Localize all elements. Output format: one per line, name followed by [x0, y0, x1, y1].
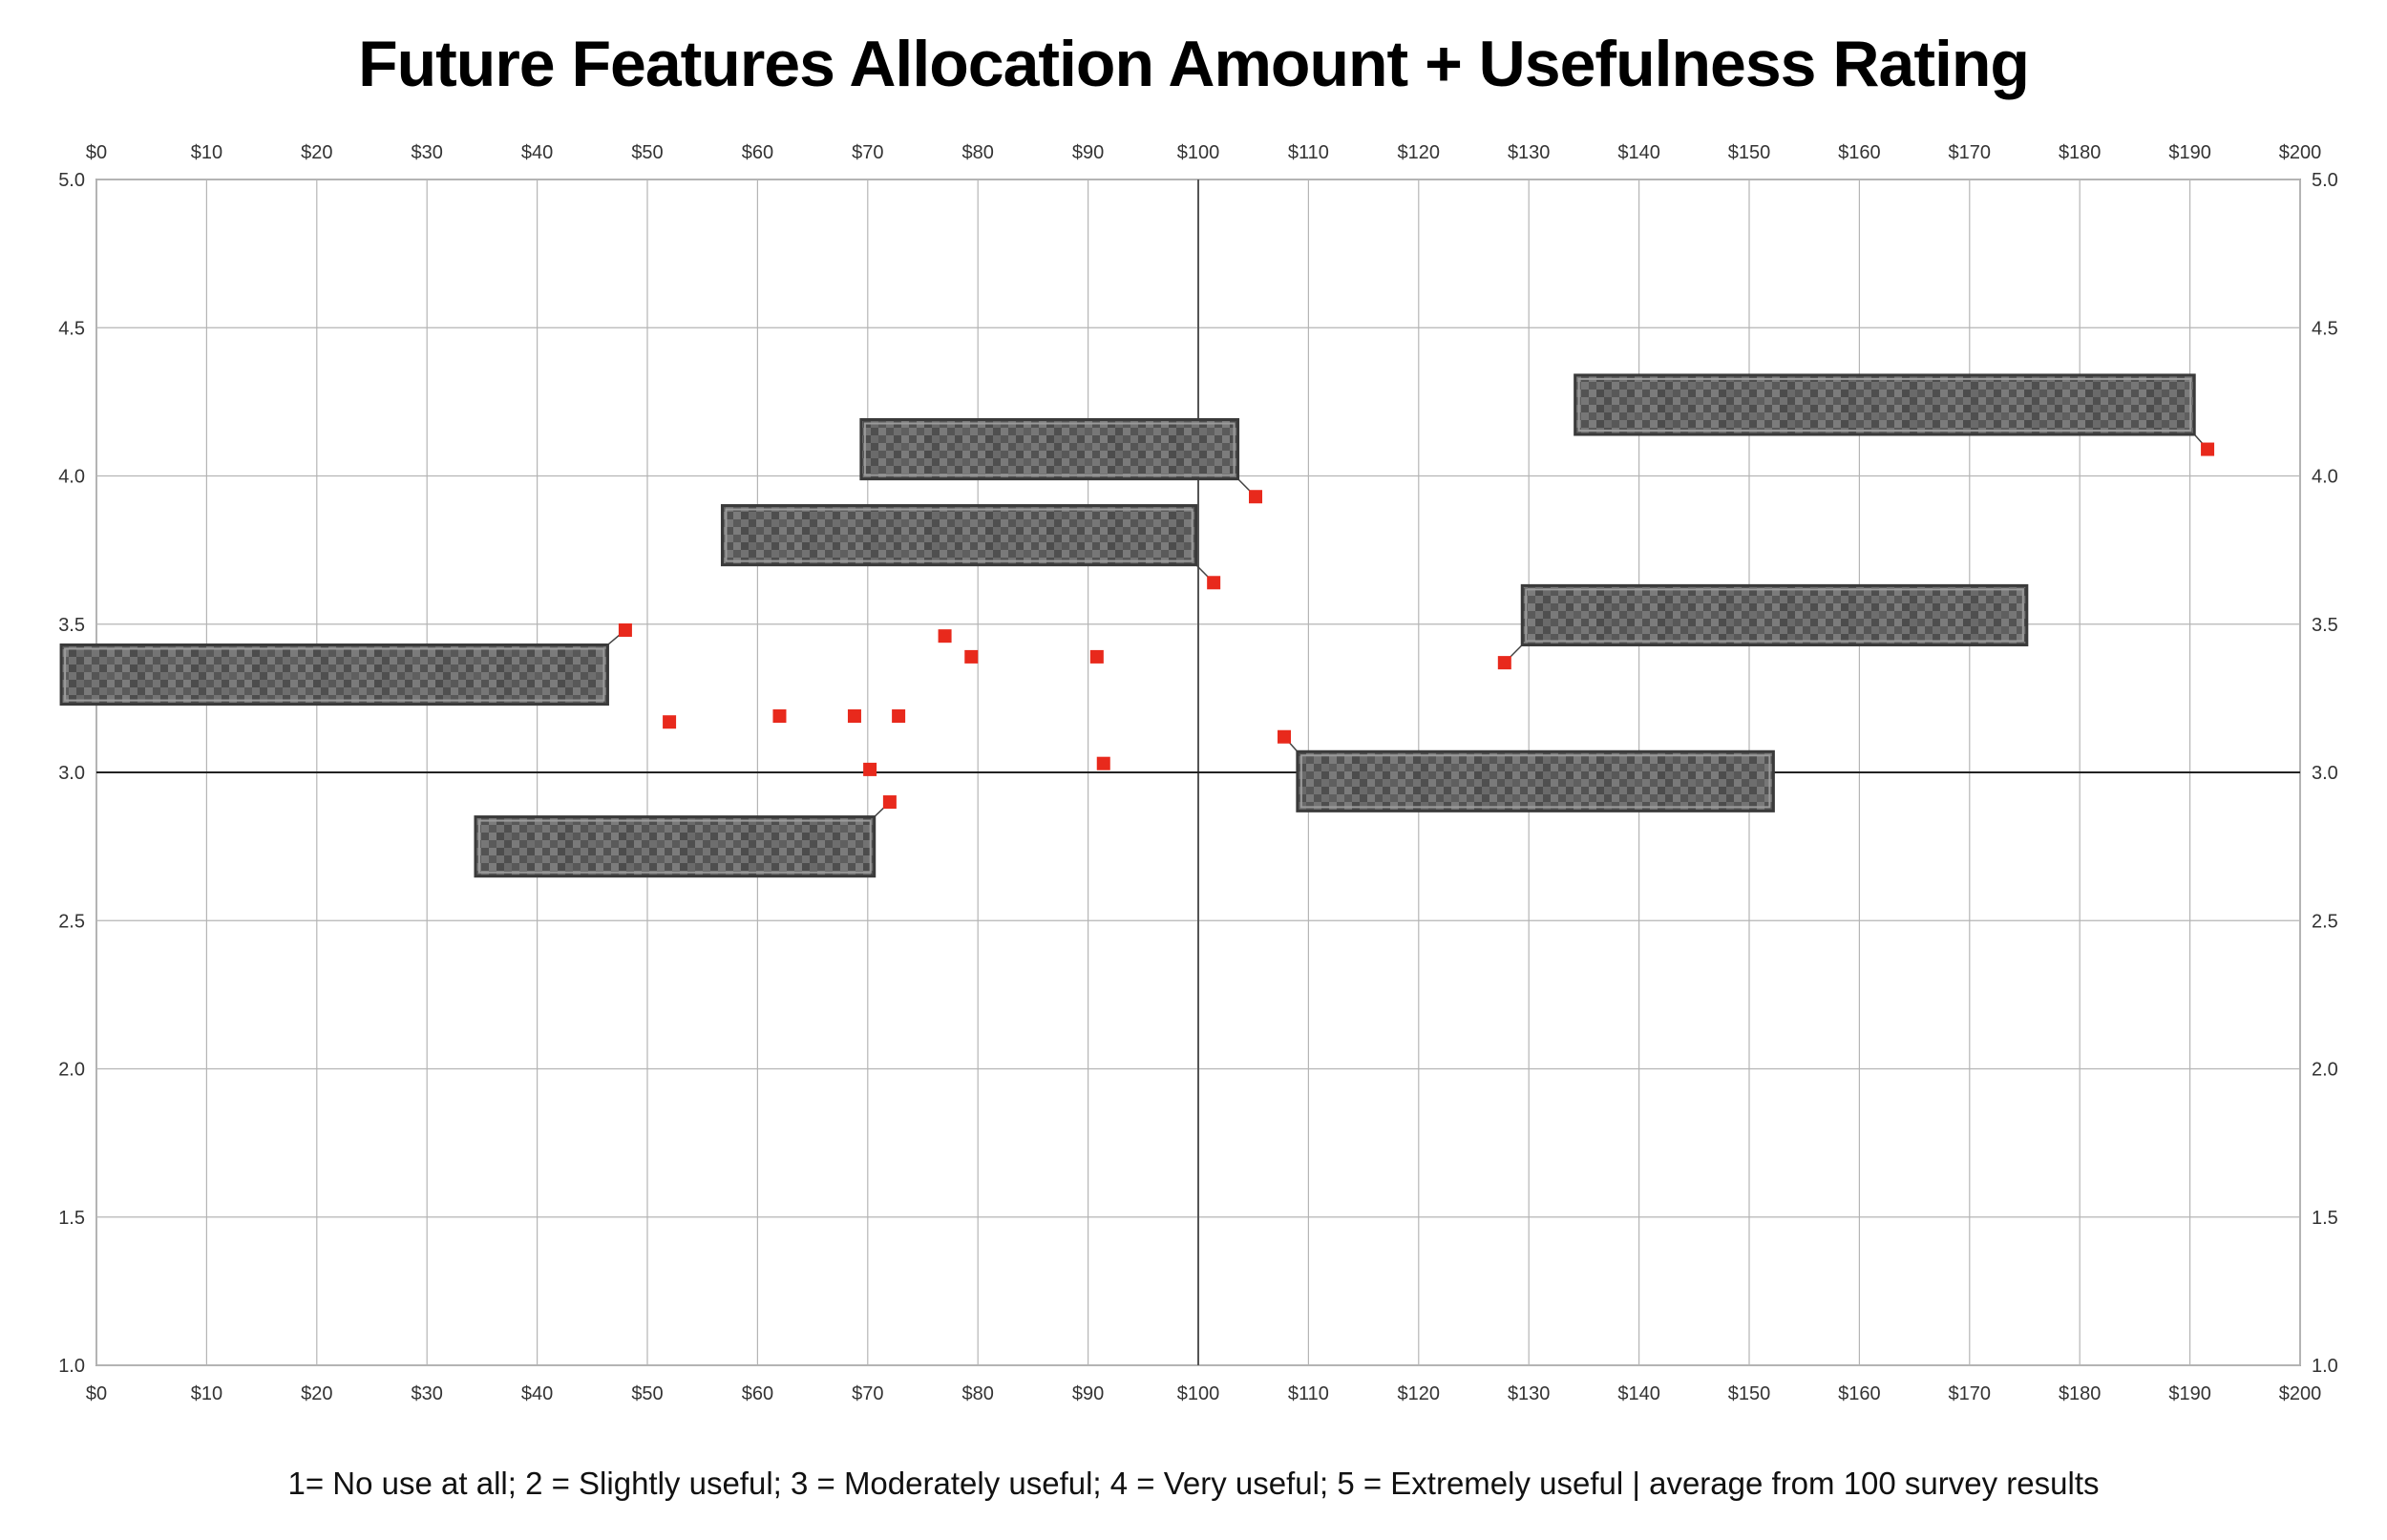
data-point: [938, 629, 952, 643]
x-tick-label-top: $170: [1949, 142, 1992, 163]
x-tick-label-bottom: $140: [1617, 1383, 1660, 1404]
x-tick-label-bottom: $150: [1728, 1383, 1771, 1404]
x-tick-label-top: $160: [1838, 142, 1881, 163]
redacted-label-box: [1520, 583, 2029, 646]
data-point: [863, 762, 877, 776]
data-point: [618, 622, 632, 637]
x-tick-label-bottom: $70: [852, 1383, 883, 1404]
data-point: [1096, 756, 1110, 770]
redacted-label-box: [474, 815, 877, 878]
redacted-labels: [59, 373, 2208, 878]
y-tick-label-right: 3.0: [2312, 763, 2338, 784]
x-tick-label-bottom: $120: [1398, 1383, 1441, 1404]
x-tick-label-top: $60: [742, 142, 773, 163]
redacted-label-inner-border: [1525, 588, 2024, 643]
y-tick-label-left: 1.5: [58, 1208, 85, 1229]
x-tick-label-bottom: $0: [86, 1383, 107, 1404]
x-tick-label-bottom: $100: [1177, 1383, 1220, 1404]
x-tick-label-top: $90: [1072, 142, 1104, 163]
y-tick-label-left: 3.0: [58, 763, 85, 784]
data-point: [1497, 656, 1511, 670]
data-point: [847, 709, 861, 724]
x-tick-label-bottom: $130: [1508, 1383, 1551, 1404]
redacted-label-box: [1296, 749, 1775, 812]
data-point: [1278, 729, 1292, 744]
x-tick-label-bottom: $40: [521, 1383, 553, 1404]
y-tick-label-left: 2.0: [58, 1060, 85, 1081]
y-tick-label-left: 2.5: [58, 911, 85, 932]
x-tick-label-top: $100: [1177, 142, 1220, 163]
x-tick-label-top: $30: [412, 142, 443, 163]
data-points: [618, 442, 2215, 810]
data-point: [882, 795, 897, 810]
tick-labels: $0 $0 $10 $10 $20 $20 $30 $30 $40 $40 $50 $50 $60 $60…: [58, 142, 2338, 1404]
y-tick-label-right: 2.5: [2312, 911, 2338, 932]
x-tick-label-bottom: $30: [412, 1383, 443, 1404]
x-tick-label-bottom: $80: [962, 1383, 994, 1404]
x-tick-label-top: $130: [1508, 142, 1551, 163]
y-tick-label-right: 1.5: [2312, 1208, 2338, 1229]
chart-footnote: 1= No use at all; 2 = Slightly useful; 3…: [287, 1466, 2100, 1501]
redacted-label-inner-border: [477, 819, 872, 874]
y-tick-label-right: 2.0: [2312, 1060, 2338, 1081]
redacted-label-inner-border: [863, 422, 1236, 476]
x-tick-label-top: $70: [852, 142, 883, 163]
x-tick-label-top: $120: [1398, 142, 1441, 163]
x-tick-label-top: $80: [962, 142, 994, 163]
x-tick-label-top: $20: [301, 142, 332, 163]
x-tick-label-bottom: $10: [191, 1383, 222, 1404]
x-tick-label-top: $150: [1728, 142, 1771, 163]
y-tick-label-left: 1.0: [58, 1356, 85, 1377]
x-tick-label-top: $180: [2059, 142, 2102, 163]
y-tick-label-left: 4.0: [58, 467, 85, 488]
x-tick-label-bottom: $20: [301, 1383, 332, 1404]
x-tick-label-top: $110: [1288, 142, 1329, 163]
x-tick-label-top: $190: [2168, 142, 2211, 163]
redacted-label-inner-border: [725, 508, 1194, 562]
x-tick-label-bottom: $170: [1949, 1383, 1992, 1404]
y-tick-label-right: 1.0: [2312, 1356, 2338, 1377]
data-point: [2201, 442, 2215, 456]
redacted-label-box: [720, 504, 1198, 567]
redacted-label-box: [859, 418, 1240, 481]
y-tick-label-right: 4.0: [2312, 467, 2338, 488]
x-tick-label-bottom: $50: [631, 1383, 663, 1404]
reference-lines: [96, 179, 2300, 1365]
x-tick-label-bottom: $90: [1072, 1383, 1104, 1404]
redacted-label-box: [59, 643, 609, 707]
redacted-label-inner-border: [64, 647, 605, 702]
x-tick-label-bottom: $160: [1838, 1383, 1881, 1404]
x-tick-label-bottom: $180: [2059, 1383, 2102, 1404]
x-tick-label-top: $0: [86, 142, 107, 163]
x-tick-label-bottom: $110: [1288, 1383, 1329, 1404]
redacted-label-box: [1574, 373, 2196, 436]
redacted-label-inner-border: [1577, 377, 2192, 432]
y-tick-label-left: 5.0: [58, 170, 85, 191]
x-tick-label-top: $40: [521, 142, 553, 163]
x-tick-label-bottom: $200: [2279, 1383, 2322, 1404]
data-point: [1207, 576, 1221, 590]
x-tick-label-top: $140: [1617, 142, 1660, 163]
y-tick-label-left: 3.5: [58, 615, 85, 636]
chart-title: Future Features Allocation Amount + Usef…: [358, 28, 2030, 100]
data-point: [663, 715, 677, 729]
x-tick-label-bottom: $60: [742, 1383, 773, 1404]
y-tick-label-right: 3.5: [2312, 615, 2338, 636]
data-point: [1249, 490, 1263, 504]
x-tick-label-top: $10: [191, 142, 222, 163]
data-point: [1089, 649, 1104, 664]
data-point: [772, 709, 787, 724]
x-tick-label-top: $50: [631, 142, 663, 163]
data-point: [892, 709, 906, 724]
redacted-label-inner-border: [1299, 754, 1771, 809]
x-tick-label-bottom: $190: [2168, 1383, 2211, 1404]
y-tick-label-right: 5.0: [2312, 170, 2338, 191]
y-tick-label-left: 4.5: [58, 318, 85, 339]
x-tick-label-top: $200: [2279, 142, 2322, 163]
y-tick-label-right: 4.5: [2312, 318, 2338, 339]
data-point: [964, 649, 979, 664]
